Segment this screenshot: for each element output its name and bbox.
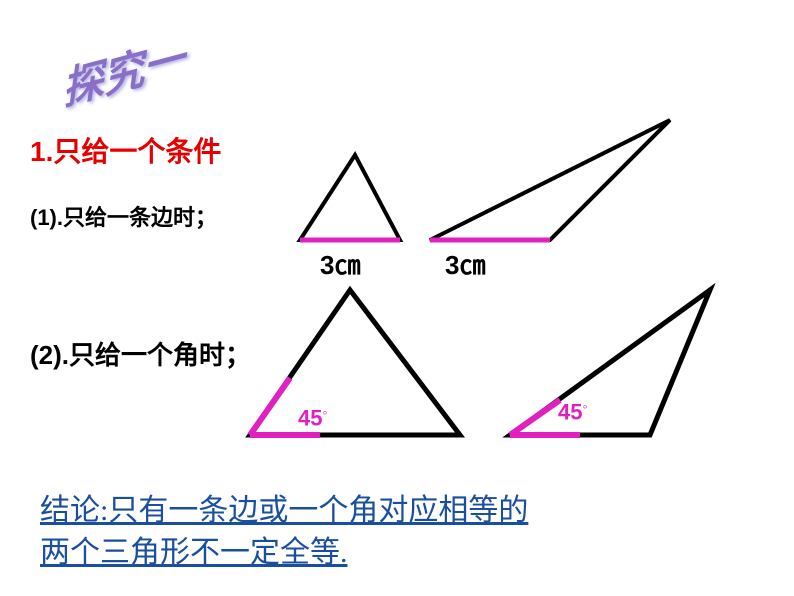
angle-value: 45 bbox=[298, 405, 322, 430]
edge-unit: ㎝ bbox=[459, 251, 485, 280]
section-title: 探究一 bbox=[59, 23, 186, 117]
angle-degree: ◦ bbox=[322, 404, 327, 420]
triangle-edge-1 bbox=[290, 150, 410, 250]
conclusion-text: 结论:只有一条边或一个角对应相等的 两个三角形不一定全等. bbox=[40, 490, 528, 574]
angle-value: 45 bbox=[558, 399, 582, 424]
conclusion-line1: 结论:只有一条边或一个角对应相等的 bbox=[40, 494, 528, 527]
triangle-shape bbox=[300, 155, 400, 240]
heading: 1.只给一个条件 bbox=[30, 130, 221, 170]
triangle-angle-1 bbox=[230, 280, 470, 445]
conclusion-line2: 两个三角形不一定全等. bbox=[40, 536, 348, 569]
item-2-label: (2).只给一个角时； bbox=[30, 335, 251, 372]
triangle-angle-2 bbox=[490, 280, 730, 445]
angle-label-1: 45◦ bbox=[298, 404, 327, 431]
triangle-shape bbox=[430, 120, 670, 240]
triangle-shape bbox=[250, 290, 460, 435]
item-1-label: (1).只给一条边时； bbox=[30, 200, 217, 232]
edge-value: 3 bbox=[445, 250, 459, 280]
angle-degree: ◦ bbox=[582, 398, 587, 414]
edge-value: 3 bbox=[320, 250, 334, 280]
angle-label-2: 45◦ bbox=[558, 398, 587, 425]
edge-label-1: 3㎝ bbox=[320, 245, 360, 282]
edge-label-2: 3㎝ bbox=[445, 245, 485, 282]
edge-unit: ㎝ bbox=[334, 251, 360, 280]
triangle-edge-2 bbox=[420, 110, 680, 250]
